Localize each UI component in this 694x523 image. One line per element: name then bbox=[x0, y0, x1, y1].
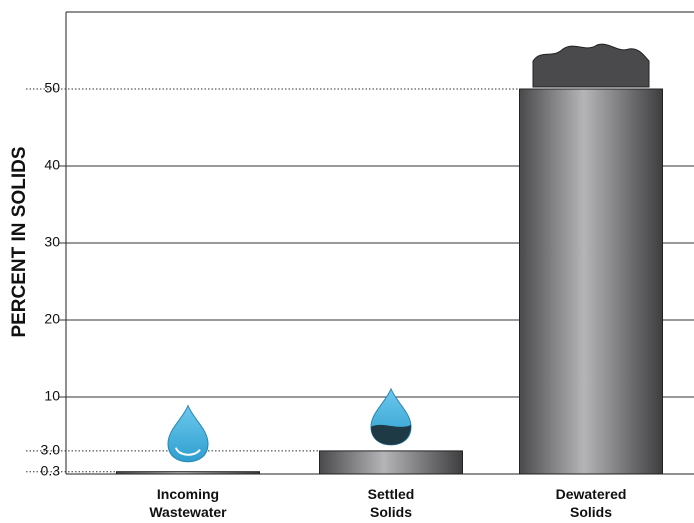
bar bbox=[319, 450, 463, 475]
water-drop bbox=[167, 404, 209, 463]
x-tick-label: Dewatered Solids bbox=[555, 486, 627, 520]
drop-highlight bbox=[175, 447, 201, 456]
y-tick-label: 3.0 bbox=[41, 442, 61, 458]
y-tick-label: 0.3 bbox=[41, 462, 61, 478]
solids-cake bbox=[532, 43, 650, 88]
y-tick-label: 40 bbox=[44, 157, 60, 173]
drop-sludge bbox=[371, 424, 411, 445]
y-tick-label: 20 bbox=[44, 311, 60, 327]
y-tick-label: 30 bbox=[44, 234, 60, 250]
bar bbox=[116, 471, 260, 475]
y-tick-label: 50 bbox=[44, 80, 60, 96]
y-axis-label: PERCENT IN SOLIDS bbox=[9, 146, 30, 338]
x-tick-label: Settled Solids bbox=[367, 486, 415, 520]
y-tick-label: 10 bbox=[44, 388, 60, 404]
bar bbox=[519, 88, 663, 475]
x-tick-label: Incoming Wastewater bbox=[149, 486, 227, 520]
